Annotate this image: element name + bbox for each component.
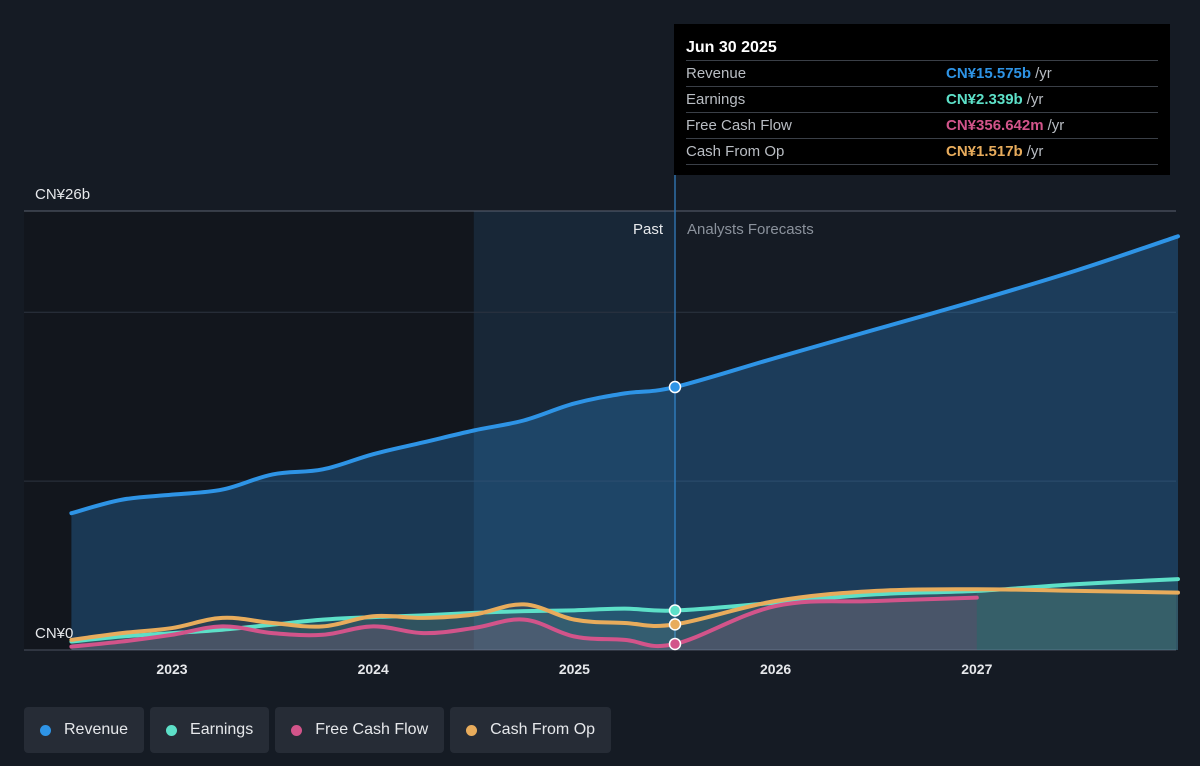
revenue-marker xyxy=(668,380,682,394)
forecast-box xyxy=(976,590,1176,650)
tooltip-value: CN¥15.575b xyxy=(946,65,1032,82)
highlight-band xyxy=(473,211,675,650)
legend-dot-icon xyxy=(40,724,51,736)
free-cash-flow-marker xyxy=(668,637,682,651)
tooltip-row-free-cash-flow: Free Cash Flow CN¥356.642m /yr xyxy=(686,112,1158,138)
tooltip-label: Cash From Op xyxy=(686,143,785,160)
legend-dot-icon xyxy=(166,724,178,736)
tooltip-value: CN¥356.642m xyxy=(946,117,1044,134)
x-tick-label: 2024 xyxy=(358,661,389,677)
y-axis-bottom-label: CN¥0 xyxy=(35,625,73,642)
tooltip-label: Earnings xyxy=(686,91,746,108)
chart-plot: CN¥26b CN¥0 Past Analysts Forecasts 2023 2024… xyxy=(24,175,1180,677)
tooltip-value: CN¥2.339b xyxy=(946,91,1023,108)
legend-item-free-cash-flow[interactable]: Free Cash Flow xyxy=(275,707,445,753)
x-tick-label: 2026 xyxy=(760,661,791,677)
legend-item-revenue[interactable]: Revenue xyxy=(24,707,145,753)
legend-item-cash-from-op[interactable]: Cash From Op xyxy=(450,707,612,753)
legend-label: Earnings xyxy=(190,721,254,738)
revenue-area xyxy=(71,236,1178,651)
free-cash-flow-area xyxy=(71,597,977,650)
legend-item-earnings[interactable]: Earnings xyxy=(150,707,270,753)
legend-label: Free Cash Flow xyxy=(315,721,429,738)
legend: Revenue Earnings Free Cash Flow Cash Fro… xyxy=(24,707,612,753)
earnings-line xyxy=(69,577,1180,644)
legend-label: Cash From Op xyxy=(490,721,596,738)
tooltip-label: Free Cash Flow xyxy=(686,117,792,134)
tooltip-row-earnings: Earnings CN¥2.339b /yr xyxy=(686,86,1158,112)
tooltip-date: Jun 30 2025 xyxy=(686,39,777,56)
tooltip-label: Revenue xyxy=(686,65,747,82)
tooltip-value: CN¥1.517b xyxy=(946,143,1023,160)
tooltip-unit: /yr xyxy=(1026,91,1044,108)
earnings-marker xyxy=(668,604,682,617)
revenue-line xyxy=(69,234,1180,516)
y-axis-top-label: CN¥26b xyxy=(35,186,90,203)
x-tick-label: 2025 xyxy=(559,661,590,677)
tooltip-unit: /yr xyxy=(1026,143,1044,160)
past-label: Past xyxy=(633,221,664,238)
cash-from-op-line xyxy=(69,587,1180,642)
tooltip: Jun 30 2025 Revenue CN¥15.575b /yr Earni… xyxy=(674,24,1170,175)
forecast-label: Analysts Forecasts xyxy=(687,221,814,238)
tooltip-unit: /yr xyxy=(1035,65,1052,82)
tooltip-row-revenue: Revenue CN¥15.575b /yr xyxy=(686,60,1158,86)
cash-from-op-area xyxy=(71,589,1178,650)
legend-dot-icon xyxy=(466,724,478,736)
tooltip-unit: /yr xyxy=(1047,117,1065,134)
tooltip-row-cash-from-op: Cash From Op CN¥1.517b /yr xyxy=(686,138,1158,164)
legend-label: Revenue xyxy=(64,721,129,738)
legend-dot-icon xyxy=(291,724,303,736)
cash-from-op-marker xyxy=(668,618,682,631)
x-tick-label: 2023 xyxy=(156,661,187,677)
x-tick-label: 2027 xyxy=(961,661,992,677)
free-cash-flow-line xyxy=(69,595,979,649)
